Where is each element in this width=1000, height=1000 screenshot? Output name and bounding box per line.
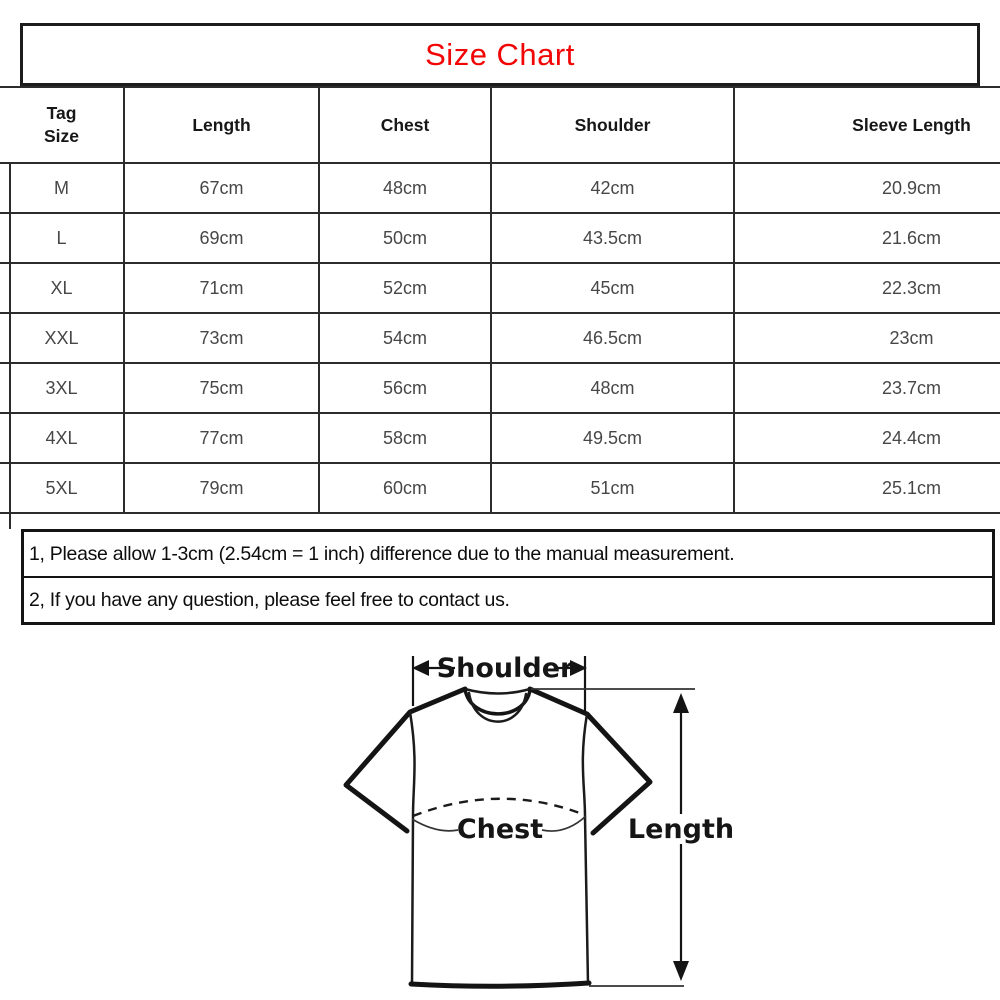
chest-dashed-ellipse bbox=[412, 797, 586, 818]
cell-length: 79cm bbox=[125, 464, 320, 514]
tag-header-line1: Tag bbox=[46, 103, 77, 123]
tshirt-diagram: Shoulder Chest bbox=[0, 630, 1000, 1000]
tag-size-header: Tag Size bbox=[44, 102, 79, 148]
cell-length: 71cm bbox=[125, 264, 320, 314]
note-line-1: 1, Please allow 1-3cm (2.54cm = 1 inch) … bbox=[24, 532, 992, 578]
collar bbox=[463, 687, 532, 723]
cell-chest: 58cm bbox=[320, 414, 492, 464]
cell-length: 73cm bbox=[125, 314, 320, 364]
cell-sleeve-length: 22.3cm bbox=[735, 264, 1000, 314]
notes-box: 1, Please allow 1-3cm (2.54cm = 1 inch) … bbox=[21, 529, 995, 625]
table-row: M 67cm 48cm 42cm 20.9cm bbox=[0, 164, 1000, 214]
chest-pointer-left bbox=[411, 818, 459, 832]
cell-sleeve-length: 21.6cm bbox=[735, 214, 1000, 264]
left-sleeve bbox=[343, 686, 468, 834]
cell-chest: 54cm bbox=[320, 314, 492, 364]
chest-annotation: Chest bbox=[411, 797, 587, 845]
table-row: XXL 73cm 54cm 46.5cm 23cm bbox=[0, 314, 1000, 364]
header-cell-sleeve-length: Sleeve Length bbox=[735, 88, 1000, 164]
body-left-side bbox=[408, 710, 416, 986]
cell-shoulder: 42cm bbox=[492, 164, 735, 214]
cell-length: 67cm bbox=[125, 164, 320, 214]
tshirt-diagram-svg: Shoulder Chest bbox=[343, 653, 734, 989]
header-cell-length: Length bbox=[125, 88, 320, 164]
table-row: 4XL 77cm 58cm 49.5cm 24.4cm bbox=[0, 414, 1000, 464]
chest-label: Chest bbox=[457, 814, 543, 845]
size-table: Tag Size Length Chest Shoulder Sleeve Le… bbox=[0, 86, 1000, 514]
cell-sleeve-length: 23cm bbox=[735, 314, 1000, 364]
cell-length: 75cm bbox=[125, 364, 320, 414]
cell-sleeve-length: 25.1cm bbox=[735, 464, 1000, 514]
cell-tag-size: 3XL bbox=[0, 364, 125, 414]
cell-shoulder: 43.5cm bbox=[492, 214, 735, 264]
arrow-left-icon bbox=[412, 660, 429, 676]
cell-shoulder: 46.5cm bbox=[492, 314, 735, 364]
tshirt-outline bbox=[343, 686, 653, 989]
header-cell-tag-size: Tag Size bbox=[0, 88, 125, 164]
cell-length: 77cm bbox=[125, 414, 320, 464]
arrow-right-icon bbox=[570, 660, 587, 676]
header-cell-shoulder: Shoulder bbox=[492, 88, 735, 164]
length-label: Length bbox=[628, 814, 734, 845]
cell-chest: 60cm bbox=[320, 464, 492, 514]
cell-length: 69cm bbox=[125, 214, 320, 264]
hem bbox=[408, 980, 592, 989]
cell-tag-size: 4XL bbox=[0, 414, 125, 464]
table-left-border bbox=[9, 164, 11, 529]
cell-chest: 50cm bbox=[320, 214, 492, 264]
cell-shoulder: 49.5cm bbox=[492, 414, 735, 464]
cell-shoulder: 48cm bbox=[492, 364, 735, 414]
table-row: 5XL 79cm 60cm 51cm 25.1cm bbox=[0, 464, 1000, 514]
table-row: XL 71cm 52cm 45cm 22.3cm bbox=[0, 264, 1000, 314]
arrow-down-icon bbox=[673, 961, 689, 981]
cell-tag-size: XXL bbox=[0, 314, 125, 364]
note-line-2: 2, If you have any question, please feel… bbox=[29, 588, 510, 611]
page-title: Size Chart bbox=[425, 36, 575, 72]
cell-tag-size: XL bbox=[0, 264, 125, 314]
cell-sleeve-length: 23.7cm bbox=[735, 364, 1000, 414]
table-row: 3XL 75cm 56cm 48cm 23.7cm bbox=[0, 364, 1000, 414]
chest-pointer-right bbox=[541, 815, 587, 832]
shoulder-arrow: Shoulder bbox=[411, 653, 587, 711]
table-header-row: Tag Size Length Chest Shoulder Sleeve Le… bbox=[0, 88, 1000, 164]
tag-header-line2: Size bbox=[43, 126, 80, 146]
cell-chest: 52cm bbox=[320, 264, 492, 314]
right-sleeve bbox=[527, 686, 653, 836]
length-arrow: Length bbox=[531, 688, 734, 987]
cell-shoulder: 45cm bbox=[492, 264, 735, 314]
cell-shoulder: 51cm bbox=[492, 464, 735, 514]
cell-tag-size: M bbox=[0, 164, 125, 214]
body-right-side bbox=[581, 712, 590, 986]
shoulder-label: Shoulder bbox=[437, 653, 574, 684]
cell-sleeve-length: 24.4cm bbox=[735, 414, 1000, 464]
cell-chest: 48cm bbox=[320, 164, 492, 214]
table-row: L 69cm 50cm 43.5cm 21.6cm bbox=[0, 214, 1000, 264]
cell-sleeve-length: 20.9cm bbox=[735, 164, 1000, 214]
cell-tag-size: 5XL bbox=[0, 464, 125, 514]
cell-chest: 56cm bbox=[320, 364, 492, 414]
title-box: Size Chart bbox=[20, 23, 980, 86]
header-cell-chest: Chest bbox=[320, 88, 492, 164]
cell-tag-size: L bbox=[0, 214, 125, 264]
arrow-up-icon bbox=[673, 693, 689, 713]
